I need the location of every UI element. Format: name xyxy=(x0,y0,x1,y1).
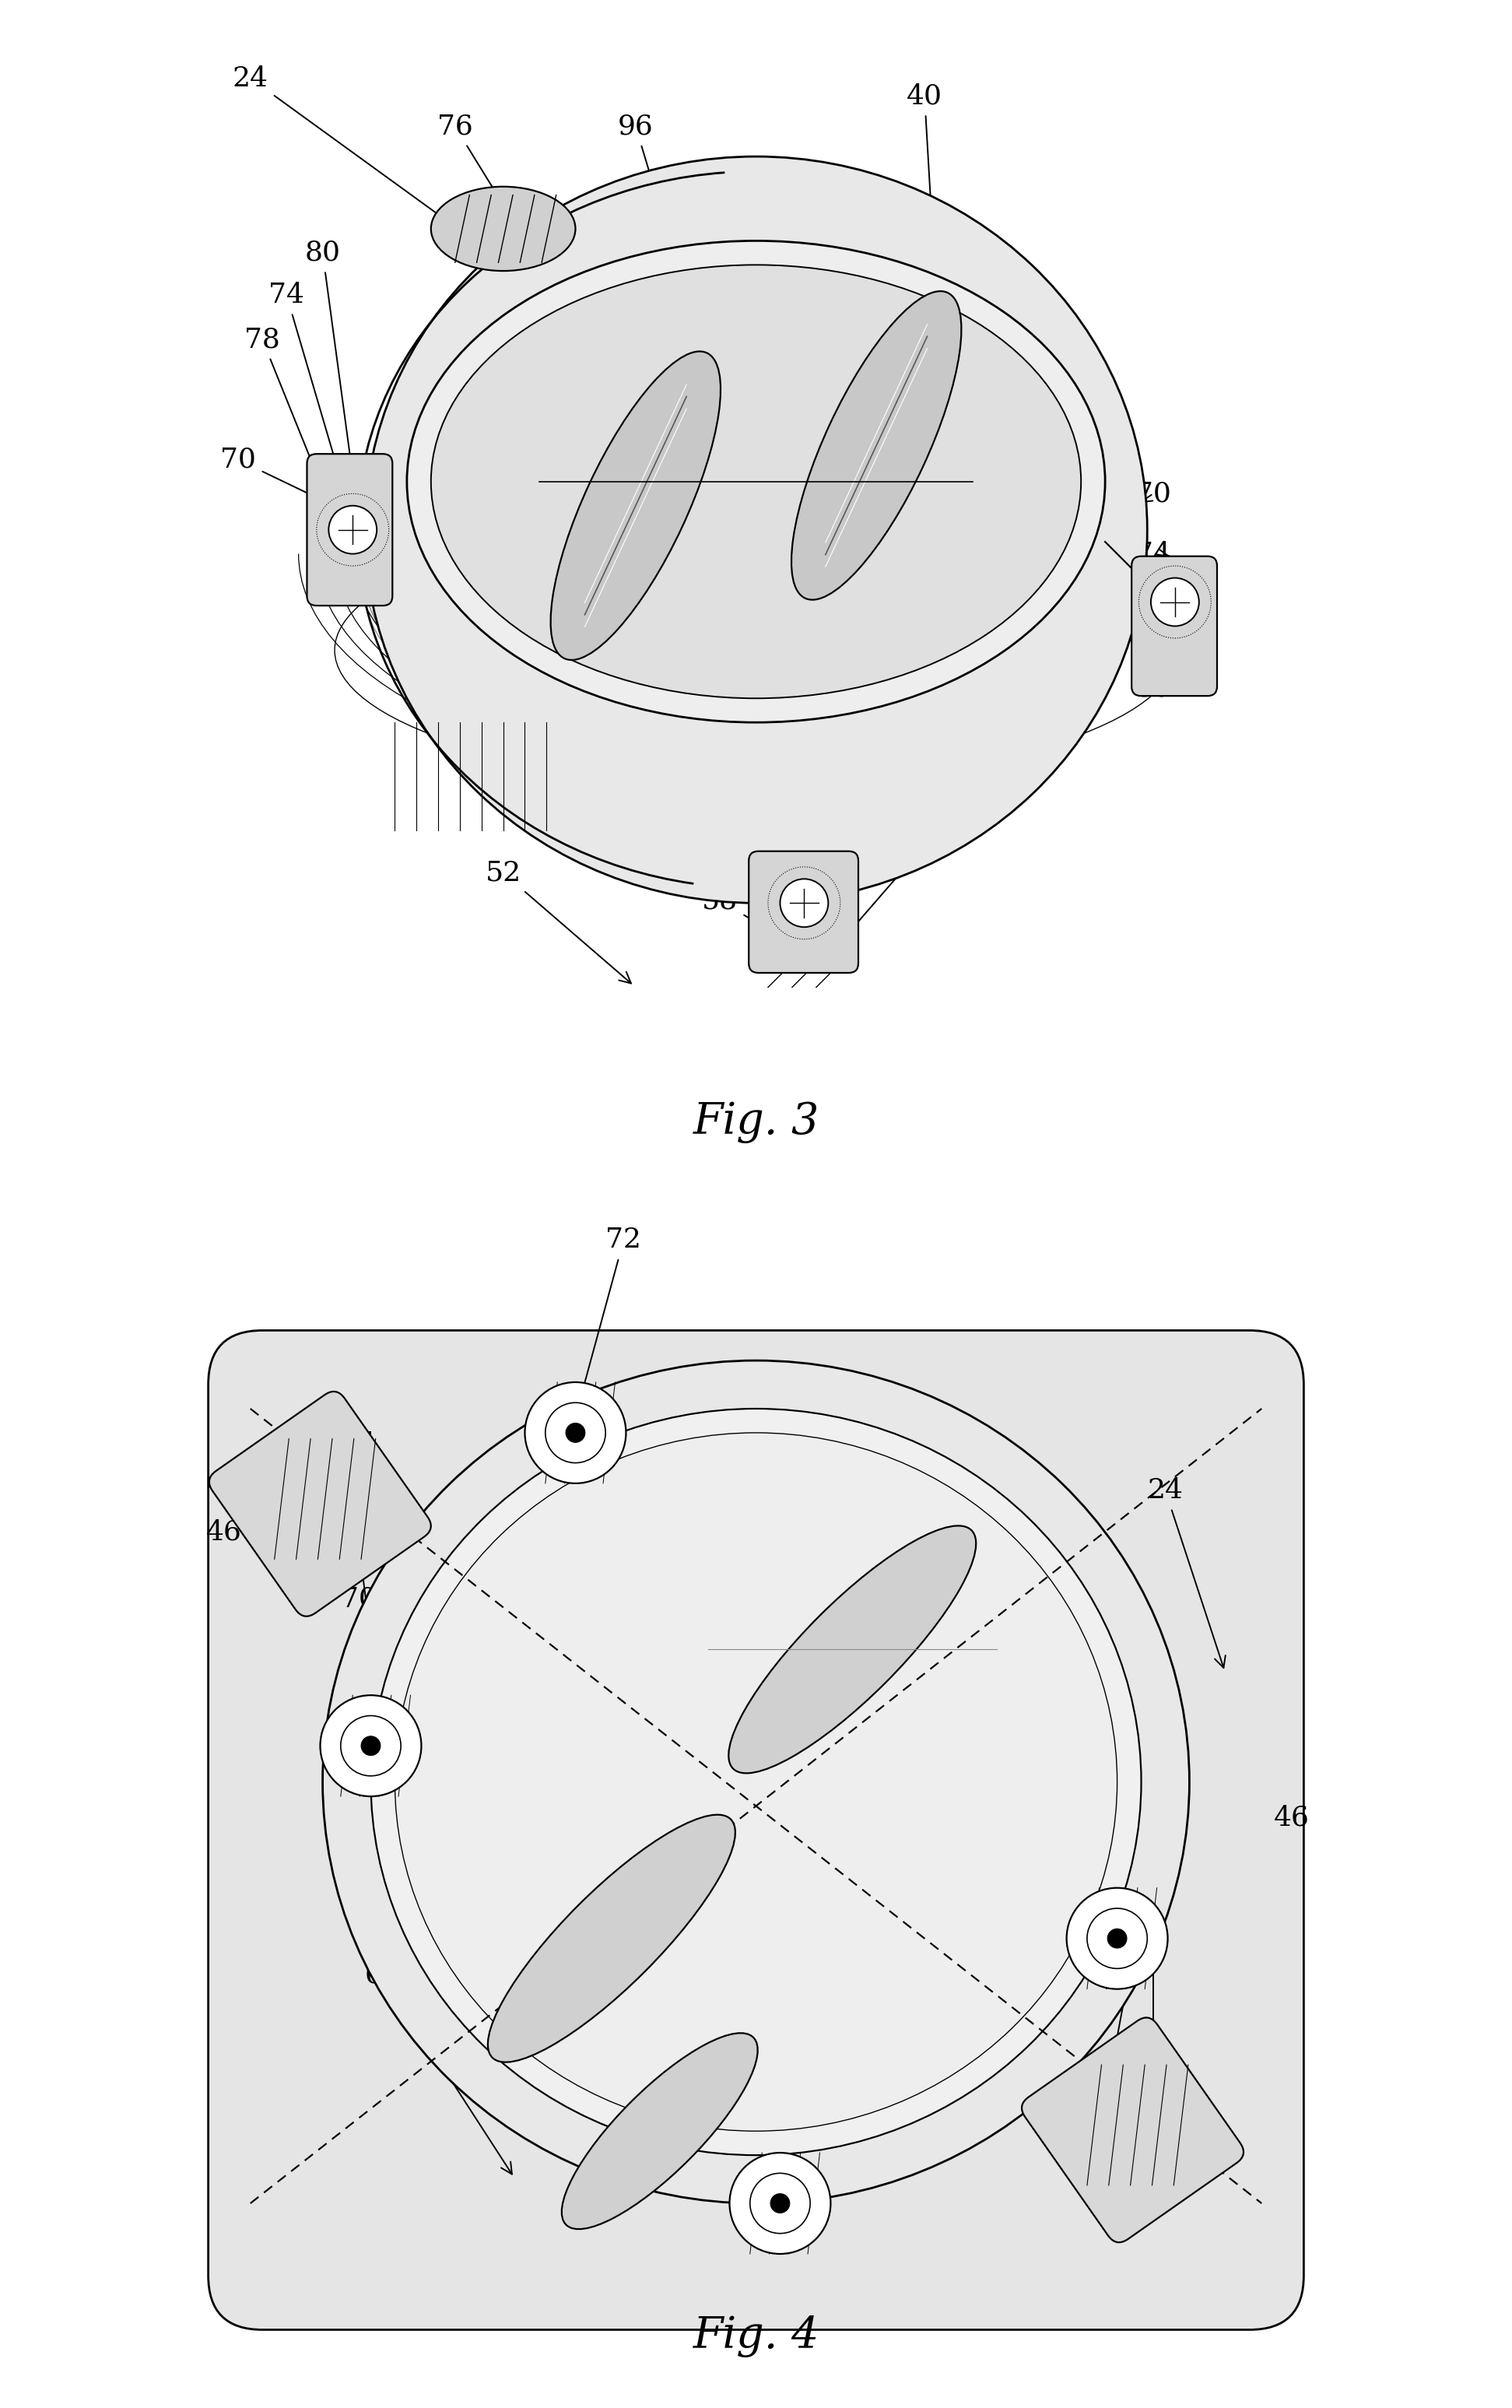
Text: 76: 76 xyxy=(1102,1832,1172,2095)
Ellipse shape xyxy=(431,265,1081,698)
Circle shape xyxy=(1087,1907,1148,1970)
Text: 74: 74 xyxy=(269,282,354,515)
Text: 76: 76 xyxy=(437,113,500,200)
Text: 24: 24 xyxy=(233,65,487,250)
Text: 78: 78 xyxy=(820,756,906,862)
Circle shape xyxy=(750,2172,810,2235)
Circle shape xyxy=(780,879,829,927)
Text: 52: 52 xyxy=(485,860,631,982)
Circle shape xyxy=(1066,1888,1167,1989)
Text: 78: 78 xyxy=(1136,631,1173,662)
Ellipse shape xyxy=(550,352,721,660)
Text: 64: 64 xyxy=(774,1457,810,1621)
Text: 68: 68 xyxy=(364,1963,513,2174)
Text: 46: 46 xyxy=(206,1519,242,1546)
Circle shape xyxy=(328,506,376,554)
FancyBboxPatch shape xyxy=(209,1329,1303,2331)
FancyBboxPatch shape xyxy=(1131,556,1217,696)
Text: 40: 40 xyxy=(907,84,942,296)
Ellipse shape xyxy=(370,1409,1142,2155)
Circle shape xyxy=(1107,1929,1126,1948)
FancyBboxPatch shape xyxy=(1022,2018,1243,2242)
Circle shape xyxy=(1151,578,1199,626)
Text: Fig. 4: Fig. 4 xyxy=(692,2314,820,2357)
Text: 80: 80 xyxy=(305,241,355,470)
Circle shape xyxy=(321,1695,422,1796)
Text: 74: 74 xyxy=(1136,542,1172,566)
Text: 76: 76 xyxy=(310,1479,376,1503)
Ellipse shape xyxy=(561,2032,758,2230)
Circle shape xyxy=(546,1401,605,1462)
Ellipse shape xyxy=(791,291,962,600)
Text: 96: 96 xyxy=(618,113,732,441)
Text: 46: 46 xyxy=(1273,1806,1309,1830)
Circle shape xyxy=(361,1736,381,1755)
Text: 70: 70 xyxy=(221,448,354,515)
Circle shape xyxy=(340,1714,401,1777)
FancyBboxPatch shape xyxy=(209,1392,431,1616)
Circle shape xyxy=(565,1423,585,1442)
Text: 58: 58 xyxy=(702,889,798,949)
Text: 74: 74 xyxy=(334,1433,376,1457)
Text: Fig. 3: Fig. 3 xyxy=(692,1100,820,1144)
Text: 76: 76 xyxy=(1081,585,1117,616)
Text: 80: 80 xyxy=(1136,669,1178,701)
Text: 24: 24 xyxy=(1148,1479,1225,1669)
Text: 70: 70 xyxy=(1087,1724,1123,1910)
Circle shape xyxy=(771,2194,789,2213)
Text: 66: 66 xyxy=(859,1719,906,1743)
Text: 70: 70 xyxy=(1136,482,1172,506)
Ellipse shape xyxy=(395,1433,1117,2131)
Ellipse shape xyxy=(488,1816,735,2061)
FancyBboxPatch shape xyxy=(748,850,859,973)
Circle shape xyxy=(729,2153,830,2254)
Text: 78: 78 xyxy=(245,327,351,559)
Ellipse shape xyxy=(407,241,1105,722)
Ellipse shape xyxy=(322,1361,1190,2203)
Text: 74: 74 xyxy=(1136,1881,1172,2167)
Text: 74: 74 xyxy=(340,1531,386,1729)
Ellipse shape xyxy=(729,1527,977,1772)
Ellipse shape xyxy=(364,157,1148,903)
Ellipse shape xyxy=(431,188,576,270)
Text: 74: 74 xyxy=(1126,1772,1172,1946)
Text: 74: 74 xyxy=(842,833,942,942)
FancyBboxPatch shape xyxy=(307,453,393,607)
Circle shape xyxy=(525,1382,626,1483)
Text: 72: 72 xyxy=(569,1228,641,1433)
Text: 80: 80 xyxy=(832,795,906,903)
Text: 70: 70 xyxy=(340,1587,376,1753)
